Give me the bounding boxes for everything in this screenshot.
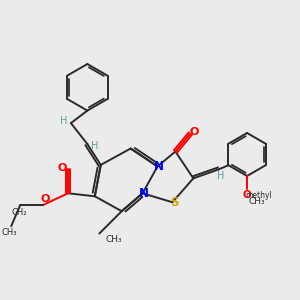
- Text: methyl: methyl: [245, 190, 272, 200]
- Text: H: H: [60, 116, 67, 126]
- Text: O: O: [58, 163, 67, 173]
- Text: O: O: [40, 194, 50, 204]
- Text: O: O: [242, 190, 251, 200]
- Text: CH₃: CH₃: [2, 228, 17, 237]
- Text: N: N: [140, 187, 149, 200]
- Text: H: H: [91, 141, 98, 152]
- Text: S: S: [170, 196, 178, 209]
- Text: CH₃: CH₃: [106, 235, 122, 244]
- Text: CH₂: CH₂: [12, 208, 27, 217]
- Text: O: O: [189, 127, 199, 137]
- Text: N: N: [154, 160, 164, 173]
- Text: H: H: [217, 171, 224, 181]
- Text: CH₃: CH₃: [249, 197, 265, 206]
